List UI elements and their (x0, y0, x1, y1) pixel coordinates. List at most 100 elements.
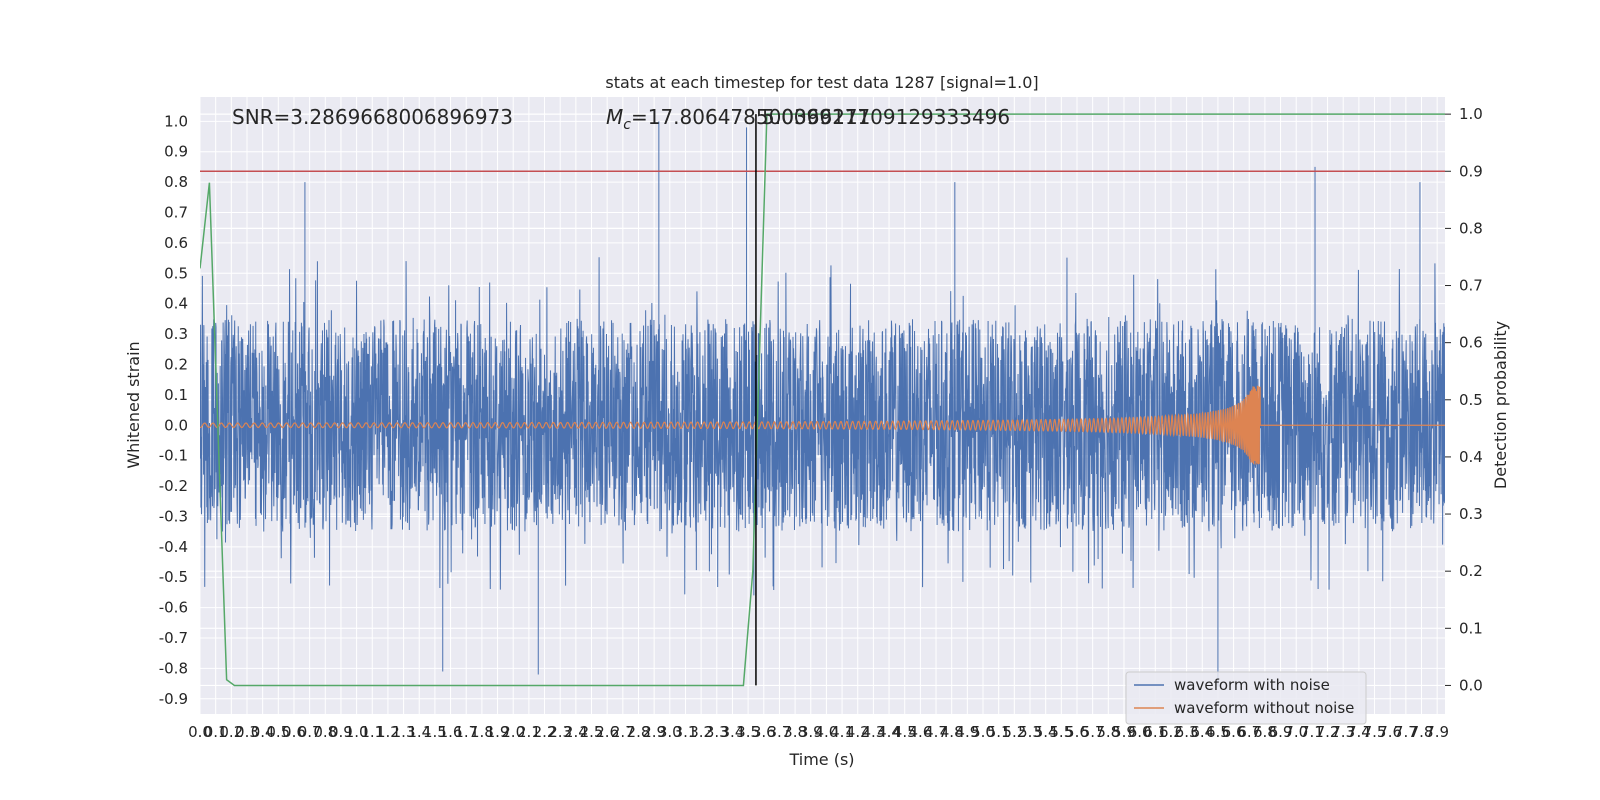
x-tick-label: 2.2 (533, 723, 557, 741)
x-tick-label: 5.4 (1034, 723, 1058, 741)
legend: waveform with noise waveform without noi… (1125, 671, 1367, 725)
y-tick-label: 1.0 (164, 112, 188, 130)
x-tick-label: 4.0 (814, 723, 838, 741)
x-tick-label: 4.3 (861, 723, 885, 741)
y-tick-label: 0.1 (164, 386, 188, 404)
y-tick-label: -0.8 (159, 659, 188, 677)
x-tick-label: 7.8 (1410, 723, 1434, 741)
y2-axis-ticks: 0.0 0.1 0.2 0.3 0.4 0.5 0.6 0.7 0.8 0.9 1.0 (1445, 105, 1483, 694)
y-axis-ticks: -0.9 -0.8 -0.7 -0.6 -0.5 -0.4 -0.3 -0.2 -0.1 0.0 0… (159, 112, 188, 707)
y2-tick-label: 0.2 (1459, 562, 1483, 580)
y-tick-label: -0.3 (159, 507, 188, 525)
y2-tick-label: 0.6 (1459, 334, 1483, 352)
x-tick-label: 6.0 (1128, 723, 1152, 741)
x-tick-label: 5.6 (1065, 723, 1089, 741)
x-tick-label: 4.9 (955, 723, 979, 741)
x-tick-label: 3.1 (674, 723, 698, 741)
y-tick-label: 0.8 (164, 173, 188, 191)
y-tick-label: 0.6 (164, 234, 188, 252)
x-tick-label: 6.8 (1253, 723, 1277, 741)
y-tick-label: 0.9 (164, 143, 188, 161)
x-tick-label: 2.7 (611, 723, 635, 741)
y-tick-label: 0.2 (164, 355, 188, 373)
y2-tick-label: 0.3 (1459, 505, 1483, 523)
x-tick-label: 2.6 (595, 723, 619, 741)
x-tick-label: 5.3 (1018, 723, 1042, 741)
x-tick-label: 0.5 (266, 723, 290, 741)
y-tick-label: 0.7 (164, 203, 188, 221)
x-tick-label: 7.3 (1331, 723, 1355, 741)
x-tick-label: 3.2 (689, 723, 713, 741)
x-tick-label: 5.8 (1096, 723, 1120, 741)
series-waveform-without-noise (200, 385, 1445, 465)
y2-tick-label: 0.9 (1459, 162, 1483, 180)
y2-tick-label: 0.1 (1459, 619, 1483, 637)
y2-tick-label: 0.7 (1459, 277, 1483, 295)
x-tick-label: 4.4 (877, 723, 901, 741)
x-tick-label: 4.7 (924, 723, 948, 741)
y-tick-label: -0.6 (159, 599, 188, 617)
x-tick-label: 2.3 (548, 723, 572, 741)
x-tick-label: 0.9 (329, 723, 353, 741)
x-tick-label: 3.4 (721, 723, 745, 741)
x-tick-label: 3.9 (799, 723, 823, 741)
x-tick-label: 1.3 (392, 723, 416, 741)
x-tick-label: 0.7 (298, 723, 322, 741)
y2-tick-label: 0.5 (1459, 391, 1483, 409)
x-tick-label: 3.6 (752, 723, 776, 741)
x-tick-label: 5.2 (1002, 723, 1026, 741)
x-tick-label: 1.0 (345, 723, 369, 741)
x-tick-label: 4.8 (940, 723, 964, 741)
x-tick-label: 3.5 (736, 723, 760, 741)
x-tick-label: 6.6 (1222, 723, 1246, 741)
x-tick-label: 1.1 (360, 723, 384, 741)
x-tick-label: 7.4 (1347, 723, 1371, 741)
y2-tick-label: 0.4 (1459, 448, 1483, 466)
x-tick-label: 7.0 (1284, 723, 1308, 741)
x-tick-label: 2.4 (564, 723, 588, 741)
y2-tick-label: 0.8 (1459, 219, 1483, 237)
x-tick-label: 7.7 (1394, 723, 1418, 741)
y-tick-label: -0.4 (159, 538, 188, 556)
x-tick-label: 7.9 (1425, 723, 1449, 741)
y-tick-label: 0.4 (164, 295, 188, 313)
x-tick-label: 2.9 (642, 723, 666, 741)
legend-label-clean: waveform without noise (1174, 699, 1354, 717)
overlap-annotation: 5.009917709129333496 (762, 105, 1010, 129)
y2-tick-label: 0.0 (1459, 676, 1483, 694)
series-waveform-with-noise (200, 121, 1445, 687)
x-tick-label: 6.5 (1206, 723, 1230, 741)
mc-subscript: c (623, 117, 631, 133)
series-detection-probability (200, 113, 1445, 687)
y-tick-label: 0.5 (164, 264, 188, 282)
y-tick-label: 0.0 (164, 416, 188, 434)
x-tick-label: 6.4 (1190, 723, 1214, 741)
x-tick-label: 2.0 (501, 723, 525, 741)
y-tick-label: -0.2 (159, 477, 188, 495)
x-tick-label: 6.7 (1237, 723, 1261, 741)
y2-tick-label: 1.0 (1459, 105, 1483, 123)
y2-axis-label: Detection probability (1491, 321, 1510, 489)
x-tick-label: 3.7 (768, 723, 792, 741)
x-tick-label: 1.5 (423, 723, 447, 741)
x-tick-label: 5.9 (1112, 723, 1136, 741)
y-tick-label: -0.1 (159, 447, 188, 465)
x-tick-label: 7.1 (1300, 723, 1324, 741)
x-tick-label: 7.5 (1363, 723, 1387, 741)
x-tick-label: 6.2 (1159, 723, 1183, 741)
x-tick-label: 5.1 (987, 723, 1011, 741)
legend-label-noise: waveform with noise (1174, 676, 1330, 694)
x-tick-label: 2.1 (517, 723, 541, 741)
x-tick-label: 3.8 (783, 723, 807, 741)
x-tick-label: 2.8 (627, 723, 651, 741)
x-tick-label: 0.8 (313, 723, 337, 741)
x-tick-label: 3.3 (705, 723, 729, 741)
x-tick-label: 4.5 (893, 723, 917, 741)
x-tick-label: 0.2 (219, 723, 243, 741)
x-tick-label: 5.7 (1081, 723, 1105, 741)
x-tick-label: 1.9 (486, 723, 510, 741)
y-axis-label: Whitened strain (124, 341, 143, 468)
x-tick-label: 1.2 (376, 723, 400, 741)
x-tick-label: 0.3 (235, 723, 259, 741)
x-tick-label: 1.8 (470, 723, 494, 741)
